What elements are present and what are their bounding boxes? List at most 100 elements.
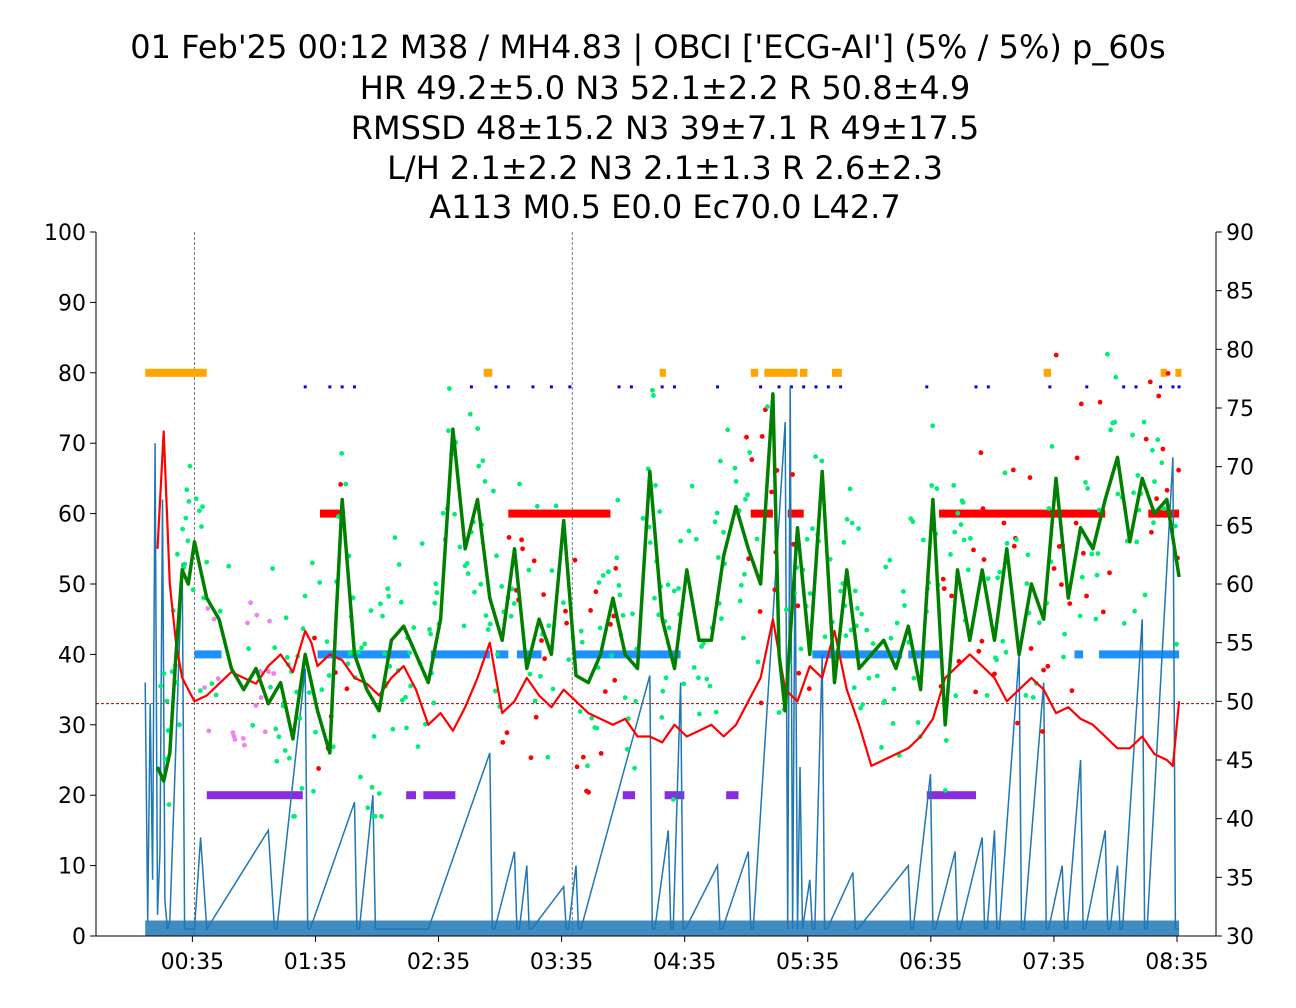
scatter-point-157 (461, 623, 467, 629)
scatter-point-375 (890, 721, 896, 726)
scatter-point-220 (579, 639, 585, 645)
scatter-point-277 (678, 538, 683, 544)
right-tick-label-3: 45 (1226, 749, 1254, 774)
scatter-point-22 (193, 496, 199, 502)
scatter-point-19 (187, 463, 193, 469)
scatter-point-475 (1089, 551, 1095, 557)
scatter-point-496 (1135, 473, 1141, 478)
scatter-point-324 (776, 710, 782, 715)
x-tick-label-7: 07:35 (1022, 950, 1085, 975)
scatter-point-429 (997, 569, 1003, 575)
scatter-point-206 (546, 623, 552, 629)
scatter-point-482 (1105, 351, 1110, 357)
scatter-point-472 (1084, 593, 1089, 599)
scatter-point-110 (369, 784, 375, 790)
scatter-point-490 (1121, 621, 1127, 626)
scatter-point-463 (1067, 601, 1073, 606)
scatter-point-486 (1112, 419, 1118, 425)
scatter-point-218 (577, 709, 583, 714)
scatter-point-196 (531, 558, 537, 564)
scatter-point-176 (494, 553, 499, 559)
marker-dot-15 (759, 385, 763, 389)
scatter-point-124 (390, 726, 396, 732)
scatter-point-515 (1173, 523, 1178, 529)
scatter-point-237 (608, 621, 613, 627)
scatter-point-105 (358, 774, 363, 780)
scatter-point-487 (1113, 374, 1119, 380)
band-wake_80-6 (832, 368, 842, 377)
scatter-point-484 (1108, 427, 1113, 433)
scatter-point-511 (1160, 446, 1166, 452)
scatter-point-208 (549, 568, 555, 573)
scatter-point-306 (742, 571, 747, 577)
scatter-point-274 (671, 588, 677, 594)
scatter-point-121 (385, 586, 391, 592)
band-wake_80-7 (1043, 368, 1052, 377)
scatter-point-280 (689, 483, 695, 489)
scatter-point-175 (493, 688, 498, 694)
scatter-point-195 (528, 755, 534, 761)
band-deep_20-5 (726, 791, 739, 800)
scatter-point-309 (745, 492, 750, 498)
marker-dot-26 (1085, 385, 1089, 389)
scatter-point-4 (165, 728, 171, 733)
scatter-point-85 (324, 639, 330, 644)
scatter-point-350 (841, 540, 847, 545)
scatter-point-148 (440, 510, 446, 516)
band-rem_60-0 (320, 509, 343, 518)
scatter-point-356 (849, 520, 855, 526)
scatter-point-400 (942, 788, 948, 793)
scatter-point-43 (245, 620, 250, 626)
scatter-point-292 (714, 510, 720, 516)
scatter-point-135 (411, 625, 417, 630)
marker-dot-25 (1048, 385, 1052, 389)
scatter-point-64 (283, 615, 289, 621)
scatter-point-232 (597, 625, 603, 631)
scatter-point-505 (1151, 520, 1156, 526)
scatter-point-179 (499, 584, 505, 589)
marker-dot-9 (568, 385, 572, 389)
left-tick-label-8: 80 (58, 362, 86, 387)
scatter-point-279 (686, 528, 692, 534)
scatter-point-34 (213, 692, 219, 698)
scatter-point-297 (721, 529, 726, 535)
scatter-point-488 (1115, 491, 1121, 497)
scatter-point-457 (1053, 352, 1059, 358)
scatter-point-125 (392, 535, 398, 540)
scatter-point-37 (226, 563, 232, 569)
scatter-point-236 (606, 569, 611, 575)
scatter-point-407 (955, 510, 961, 516)
scatter-point-357 (851, 685, 857, 691)
scatter-point-284 (697, 711, 702, 717)
scatter-point-128 (398, 599, 404, 605)
scatter-point-67 (287, 755, 292, 761)
hr-series-line (156, 430, 1181, 768)
scatter-point-304 (738, 582, 744, 588)
scatter-point-213 (564, 620, 569, 626)
scatter-point-470 (1081, 550, 1086, 556)
scatter-point-442 (1025, 552, 1031, 558)
scatter-point-244 (616, 583, 622, 588)
scatter-point-133 (407, 650, 413, 656)
scatter-point-450 (1041, 667, 1046, 673)
scatter-point-253 (633, 698, 638, 704)
scatter-point-10 (175, 551, 180, 557)
marker-dot-30 (1171, 385, 1175, 389)
marker-dot-21 (839, 385, 843, 389)
scatter-point-77 (306, 690, 312, 695)
scatter-point-399 (941, 586, 947, 591)
marker-dot-8 (549, 385, 553, 389)
scatter-point-433 (1003, 649, 1009, 655)
scatter-point-169 (480, 458, 486, 464)
chart-title-line-3: RMSSD 48±15.2 N3 39±7.1 R 49±17.5 (350, 109, 980, 147)
marker-dot-29 (1159, 385, 1163, 389)
scatter-point-503 (1149, 529, 1154, 535)
right-tick-label-10: 80 (1226, 338, 1254, 363)
scatter-point-501 (1143, 436, 1149, 442)
scatter-point-507 (1154, 496, 1159, 502)
x-tick-label-3: 03:35 (530, 950, 593, 975)
scatter-point-12 (180, 526, 186, 532)
scatter-point-65 (284, 655, 290, 660)
band-deep_20-4 (664, 791, 685, 800)
rmssd-series-line (155, 392, 1181, 783)
